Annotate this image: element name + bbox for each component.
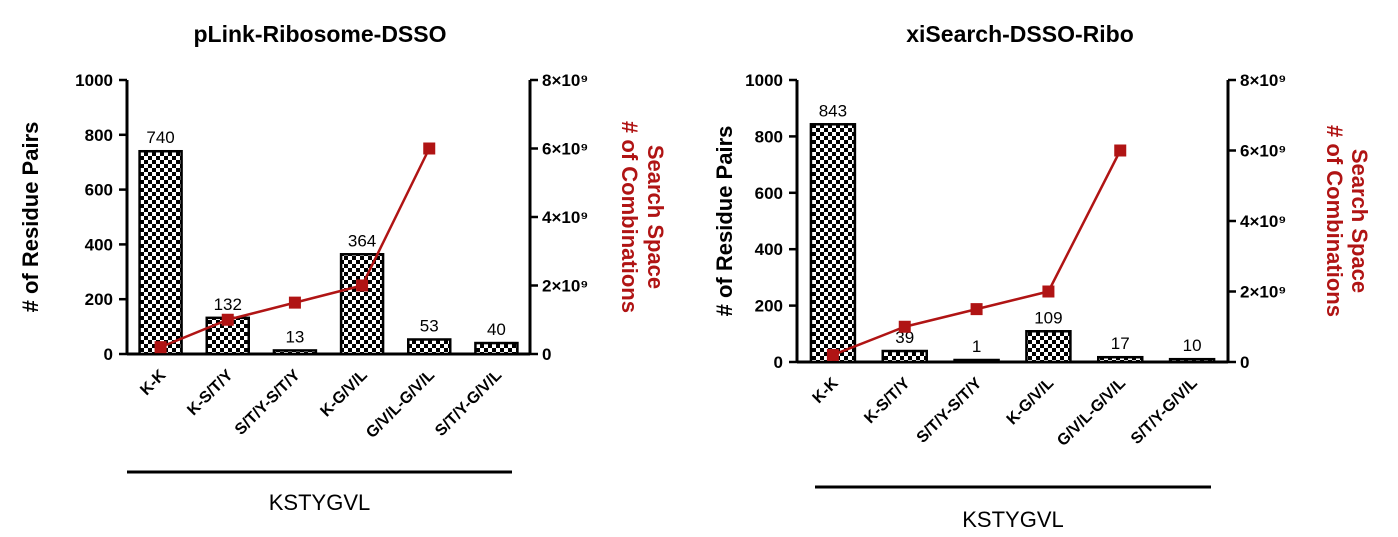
bar-value-label: 109 [1034,308,1062,327]
y-tick-label: 0 [774,353,783,372]
y2-tick-label: 8×10⁹ [542,71,588,90]
bar-value-label: 13 [285,327,304,346]
y2-tick-label: 0 [1240,353,1249,372]
y2-tick-label: 0 [542,345,551,364]
bar-value-label: 740 [146,128,174,147]
y-tick-label: 1000 [75,71,113,90]
bar [809,123,857,364]
x-tick-label: K-S/T/Y [861,375,913,427]
x-tick-label: K-G/V/L [317,367,371,421]
y-tick-label: 600 [85,181,113,200]
bar [1025,330,1072,364]
x-tick-label: K-K [810,374,842,406]
chart-title: xiSearch-DSSO-Ribo [906,21,1134,47]
y-axis-title: # of Residue Pairs [18,122,43,313]
search-space-point [826,348,839,361]
y-tick-label: 800 [85,126,113,145]
y2-tick-label: 2×10⁹ [1240,283,1286,302]
bar [474,341,519,356]
chart-title: pLink-Ribosome-DSSO [193,21,446,47]
search-space-point [288,296,301,309]
bar [138,149,183,356]
y2-tick-label: 4×10⁹ [1240,212,1286,231]
y2-tick-label: 8×10⁹ [1240,71,1286,90]
bar-value-label: 843 [819,101,847,120]
bar [339,253,385,356]
search-space-point [423,142,436,155]
y2-axis-title-line2: # of Combinations [617,121,642,313]
search-space-point [970,303,983,316]
x-tick-label: S/T/Y-S/T/Y [232,367,304,439]
chart-2: xiSearch-DSSO-Ribo 0 200 400 600 800 1000 0 2×10… [712,21,1372,532]
y-tick-label: 400 [85,235,113,254]
search-space-point [1114,144,1127,157]
search-space-point [221,313,234,326]
search-space-point [898,320,911,333]
y-tick-label: 800 [755,127,783,146]
bar [407,338,452,356]
x-tick-label: S/T/Y-G/V/L [1128,375,1201,448]
y2-tick-label: 6×10⁹ [542,140,588,159]
search-space-point [1042,285,1055,298]
x-tick-label: G/V/L-G/V/L [363,367,438,442]
y-tick-label: 200 [755,297,783,316]
chart-1: pLink-Ribosome-DSSO 0 200 400 600 800 1000 0 2×1… [18,21,668,515]
search-space-point [356,279,369,292]
y-tick-label: 600 [755,184,783,203]
x-tick-label: K-K [137,366,169,398]
bar [1097,355,1144,364]
y2-axis-title-line1: Search Space [643,145,668,289]
bar-value-label: 132 [214,295,242,314]
bar-value-label: 364 [348,231,376,250]
bar [205,316,250,356]
search-space-line [160,147,431,349]
bar [881,349,928,364]
y-tick-label: 0 [104,345,113,364]
y-tick-label: 400 [755,240,783,259]
bar-value-label: 53 [420,316,439,335]
bar-value-label: 39 [895,328,914,347]
y-tick-label: 1000 [745,71,783,90]
search-space-line [832,149,1122,357]
bar-value-label: 40 [487,320,506,339]
bar-value-label: 10 [1183,336,1202,355]
x-tick-label: S/T/Y-G/V/L [432,367,505,440]
bar-value-label: 17 [1111,334,1130,353]
y2-tick-label: 6×10⁹ [1240,142,1286,161]
x-tick-label: G/V/L-G/V/L [1054,375,1129,450]
y2-axis-title-line2: # of Combinations [1322,125,1347,317]
y2-axis-title-line1: Search Space [1347,149,1372,293]
bar-value-label: 1 [972,337,981,356]
x-tick-label: S/T/Y-S/T/Y [914,375,986,447]
y2-tick-label: 4×10⁹ [542,208,588,227]
x-tick-label: K-G/V/L [1004,375,1058,429]
group-label: KSTYGVL [962,507,1063,532]
y-axis-title: # of Residue Pairs [712,126,737,317]
bar [272,349,318,356]
x-tick-label: K-S/T/Y [184,367,236,419]
group-label: KSTYGVL [269,490,370,515]
y-tick-label: 200 [85,290,113,309]
bar [1168,357,1216,364]
bar [953,358,1000,364]
y2-tick-label: 2×10⁹ [542,277,588,296]
search-space-point [154,341,167,354]
